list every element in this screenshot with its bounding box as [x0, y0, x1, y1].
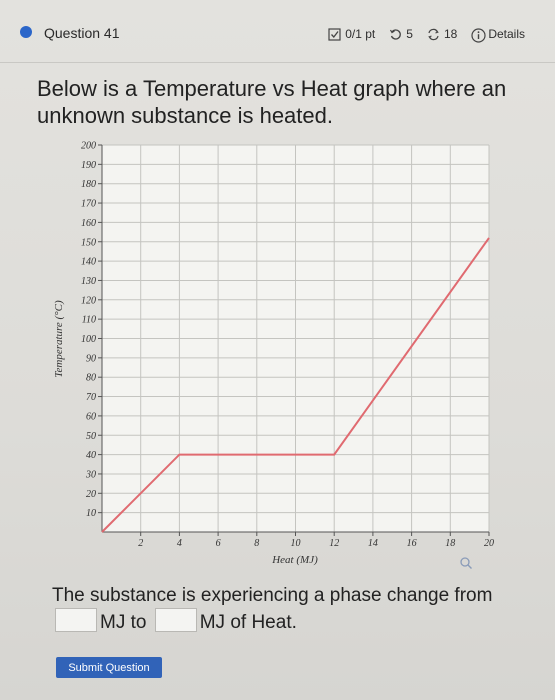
- series-line: [101, 237, 490, 533]
- chart-grid: [102, 144, 490, 532]
- y-tick-label: 80: [86, 373, 96, 384]
- answer-text-before: The substance is experiencing a phase ch…: [52, 585, 493, 606]
- question-number: Question 41: [44, 25, 120, 41]
- x-tick-label: 4: [177, 538, 182, 549]
- submissions-icon: [427, 28, 440, 41]
- question-header: Question 41 0/1 pt 5 18 Details: [0, 0, 555, 63]
- heat-start-input[interactable]: [55, 608, 97, 632]
- y-tick-label: 140: [81, 257, 96, 268]
- y-tick-label: 130: [81, 276, 96, 287]
- y-tick-label: 110: [82, 315, 96, 326]
- y-tick-label: 160: [81, 218, 96, 229]
- heat-end-input[interactable]: [154, 608, 197, 632]
- submit-question-button[interactable]: Submit Question: [56, 657, 162, 678]
- question-status-dot: [20, 26, 32, 38]
- question-text: Below is a Temperature vs Heat graph whe…: [37, 76, 507, 128]
- y-tick-label: 40: [86, 450, 96, 461]
- y-tick-label: 200: [81, 141, 96, 152]
- y-axis-label: Temperature (°C): [53, 300, 65, 378]
- search-icon[interactable]: [459, 556, 473, 570]
- attempts-count: 5: [406, 27, 413, 41]
- x-tick-label: 6: [216, 538, 221, 549]
- y-tick-label: 10: [86, 508, 96, 519]
- submissions-count: 18: [443, 27, 458, 41]
- x-axis-label: Heat (MJ): [271, 554, 318, 566]
- x-tick-label: 14: [368, 538, 378, 549]
- score-text: 0/1 pt: [345, 27, 376, 41]
- temperature-heat-chart: 10 20 30 40 50 60 70 80 90 100 110 120 130 140 150 160 1…: [40, 135, 500, 580]
- x-tick-label: 12: [329, 538, 339, 549]
- x-tick-label: 16: [407, 538, 417, 549]
- details-link[interactable]: Details: [488, 27, 525, 41]
- answer-text-mid: MJ to: [100, 612, 147, 633]
- retry-icon: [389, 28, 402, 41]
- x-tick-label: 20: [484, 538, 494, 549]
- y-tick-label: 180: [81, 179, 96, 190]
- y-axis-ticks: 10 20 30 40 50 60 70 80 90 100 110 120 130 140 150 160 1…: [81, 141, 102, 519]
- y-tick-label: 120: [81, 295, 96, 306]
- x-tick-label: 8: [254, 538, 259, 549]
- y-tick-label: 190: [81, 160, 96, 171]
- score-check-icon: [328, 27, 341, 41]
- y-tick-label: 20: [86, 489, 96, 500]
- y-tick-label: 50: [86, 431, 96, 442]
- chart-svg: 10 20 30 40 50 60 70 80 90 100 110 120 130 140 150 160 1…: [53, 141, 494, 567]
- x-tick-label: 10: [291, 538, 301, 549]
- y-tick-label: 60: [86, 411, 96, 422]
- y-tick-label: 70: [86, 392, 96, 403]
- answer-text-after: MJ of Heat.: [199, 612, 297, 633]
- y-tick-label: 170: [81, 199, 96, 210]
- x-tick-label: 2: [138, 538, 143, 549]
- question-meta: 0/1 pt 5 18 Details: [328, 27, 525, 43]
- x-axis-ticks: 2 4 6 8 10 12 14 16 18 20: [138, 532, 494, 549]
- x-tick-label: 18: [445, 538, 455, 549]
- y-tick-label: 90: [86, 353, 96, 364]
- y-tick-label: 100: [81, 334, 96, 345]
- y-tick-label: 30: [85, 469, 96, 480]
- answer-prompt: The substance is experiencing a phase ch…: [52, 584, 522, 635]
- info-icon[interactable]: [471, 27, 486, 43]
- y-tick-label: 150: [81, 237, 96, 248]
